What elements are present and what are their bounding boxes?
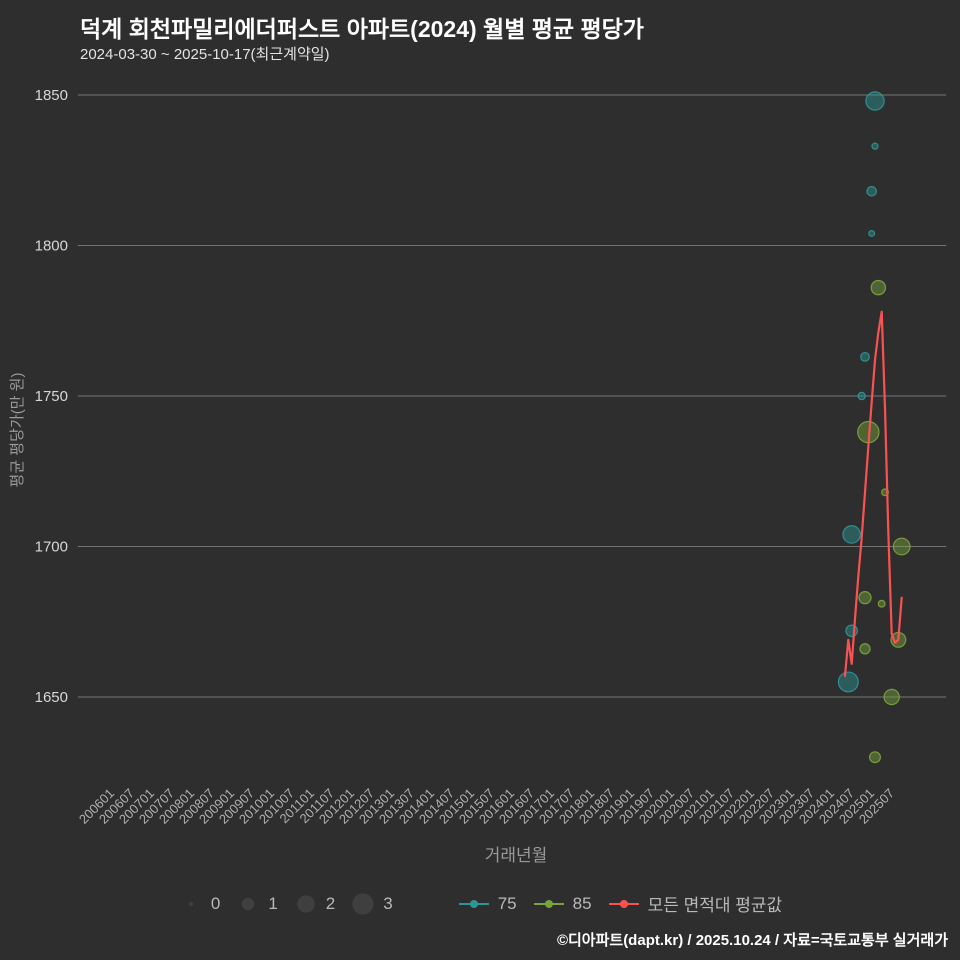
legend-size-1: 1 — [235, 892, 278, 916]
size-bubble-icon — [188, 901, 193, 906]
y-axis-title: 평균 평당가(만 원) — [9, 373, 26, 488]
legend-series-label: 모든 면적대 평균값 — [647, 896, 783, 915]
series-marker-icon — [458, 899, 489, 908]
size-bubble-icon — [352, 892, 374, 915]
legend-size-label: 2 — [325, 893, 336, 913]
bubble-75 — [868, 229, 876, 237]
series-marker-icon — [608, 899, 639, 908]
page-title: 덕계 회천파밀리에더퍼스트 아파트(2024) 월별 평균 평당가 — [80, 16, 644, 42]
bubble-85 — [858, 591, 872, 605]
legend-size-2: 2 — [293, 892, 335, 916]
bubble-85 — [892, 537, 911, 556]
bubble-85 — [883, 688, 900, 706]
bubble-75 — [866, 186, 877, 197]
size-bubble-icon — [297, 894, 315, 913]
legend-size-3: 3 — [350, 892, 393, 916]
legend-size-label: 0 — [210, 893, 221, 913]
legend-series-label: 75 — [497, 893, 517, 913]
y-tick-label: 1750 — [35, 388, 68, 405]
bubble-75 — [871, 142, 879, 150]
legend-series-75: 75 — [457, 894, 517, 914]
y-tick-label: 1650 — [35, 689, 68, 706]
bubble-75 — [860, 351, 870, 362]
legend-size-label: 1 — [268, 893, 278, 913]
x-axis-title: 거래년월 — [485, 846, 548, 865]
bubble-75 — [842, 525, 861, 544]
legend: 0 1 2 3 75 85 모든 면적대 평균값 — [0, 891, 960, 916]
bubble-75 — [845, 624, 858, 638]
y-tick-label: 1850 — [35, 87, 68, 104]
series-marker-icon — [533, 899, 564, 908]
bubble-75 — [865, 91, 885, 111]
bubble-85 — [868, 751, 882, 764]
y-tick-label: 1700 — [35, 539, 68, 556]
footer-credit: ©디아파트(dapt.kr) / 2025.10.24 / 자료=국토교통부 실… — [556, 932, 948, 949]
y-tick-label: 1800 — [35, 238, 68, 255]
size-bubble-icon — [242, 897, 255, 910]
avg-line — [843, 310, 903, 678]
legend-series-label: 85 — [572, 893, 592, 913]
legend-size-0: 0 — [178, 892, 220, 916]
legend-series-85: 85 — [532, 894, 592, 914]
bubble-75 — [857, 391, 866, 401]
legend-series-모든 면적대 평균값: 모든 면적대 평균값 — [607, 891, 783, 916]
bubble-85 — [859, 643, 871, 655]
bubble-85 — [877, 599, 886, 608]
bubble-75 — [837, 671, 859, 693]
bubble-85 — [870, 279, 887, 296]
page-subtitle: 2024-03-30 ~ 2025-10-17(최근계약일) — [80, 46, 330, 63]
legend-size-label: 3 — [383, 893, 393, 913]
